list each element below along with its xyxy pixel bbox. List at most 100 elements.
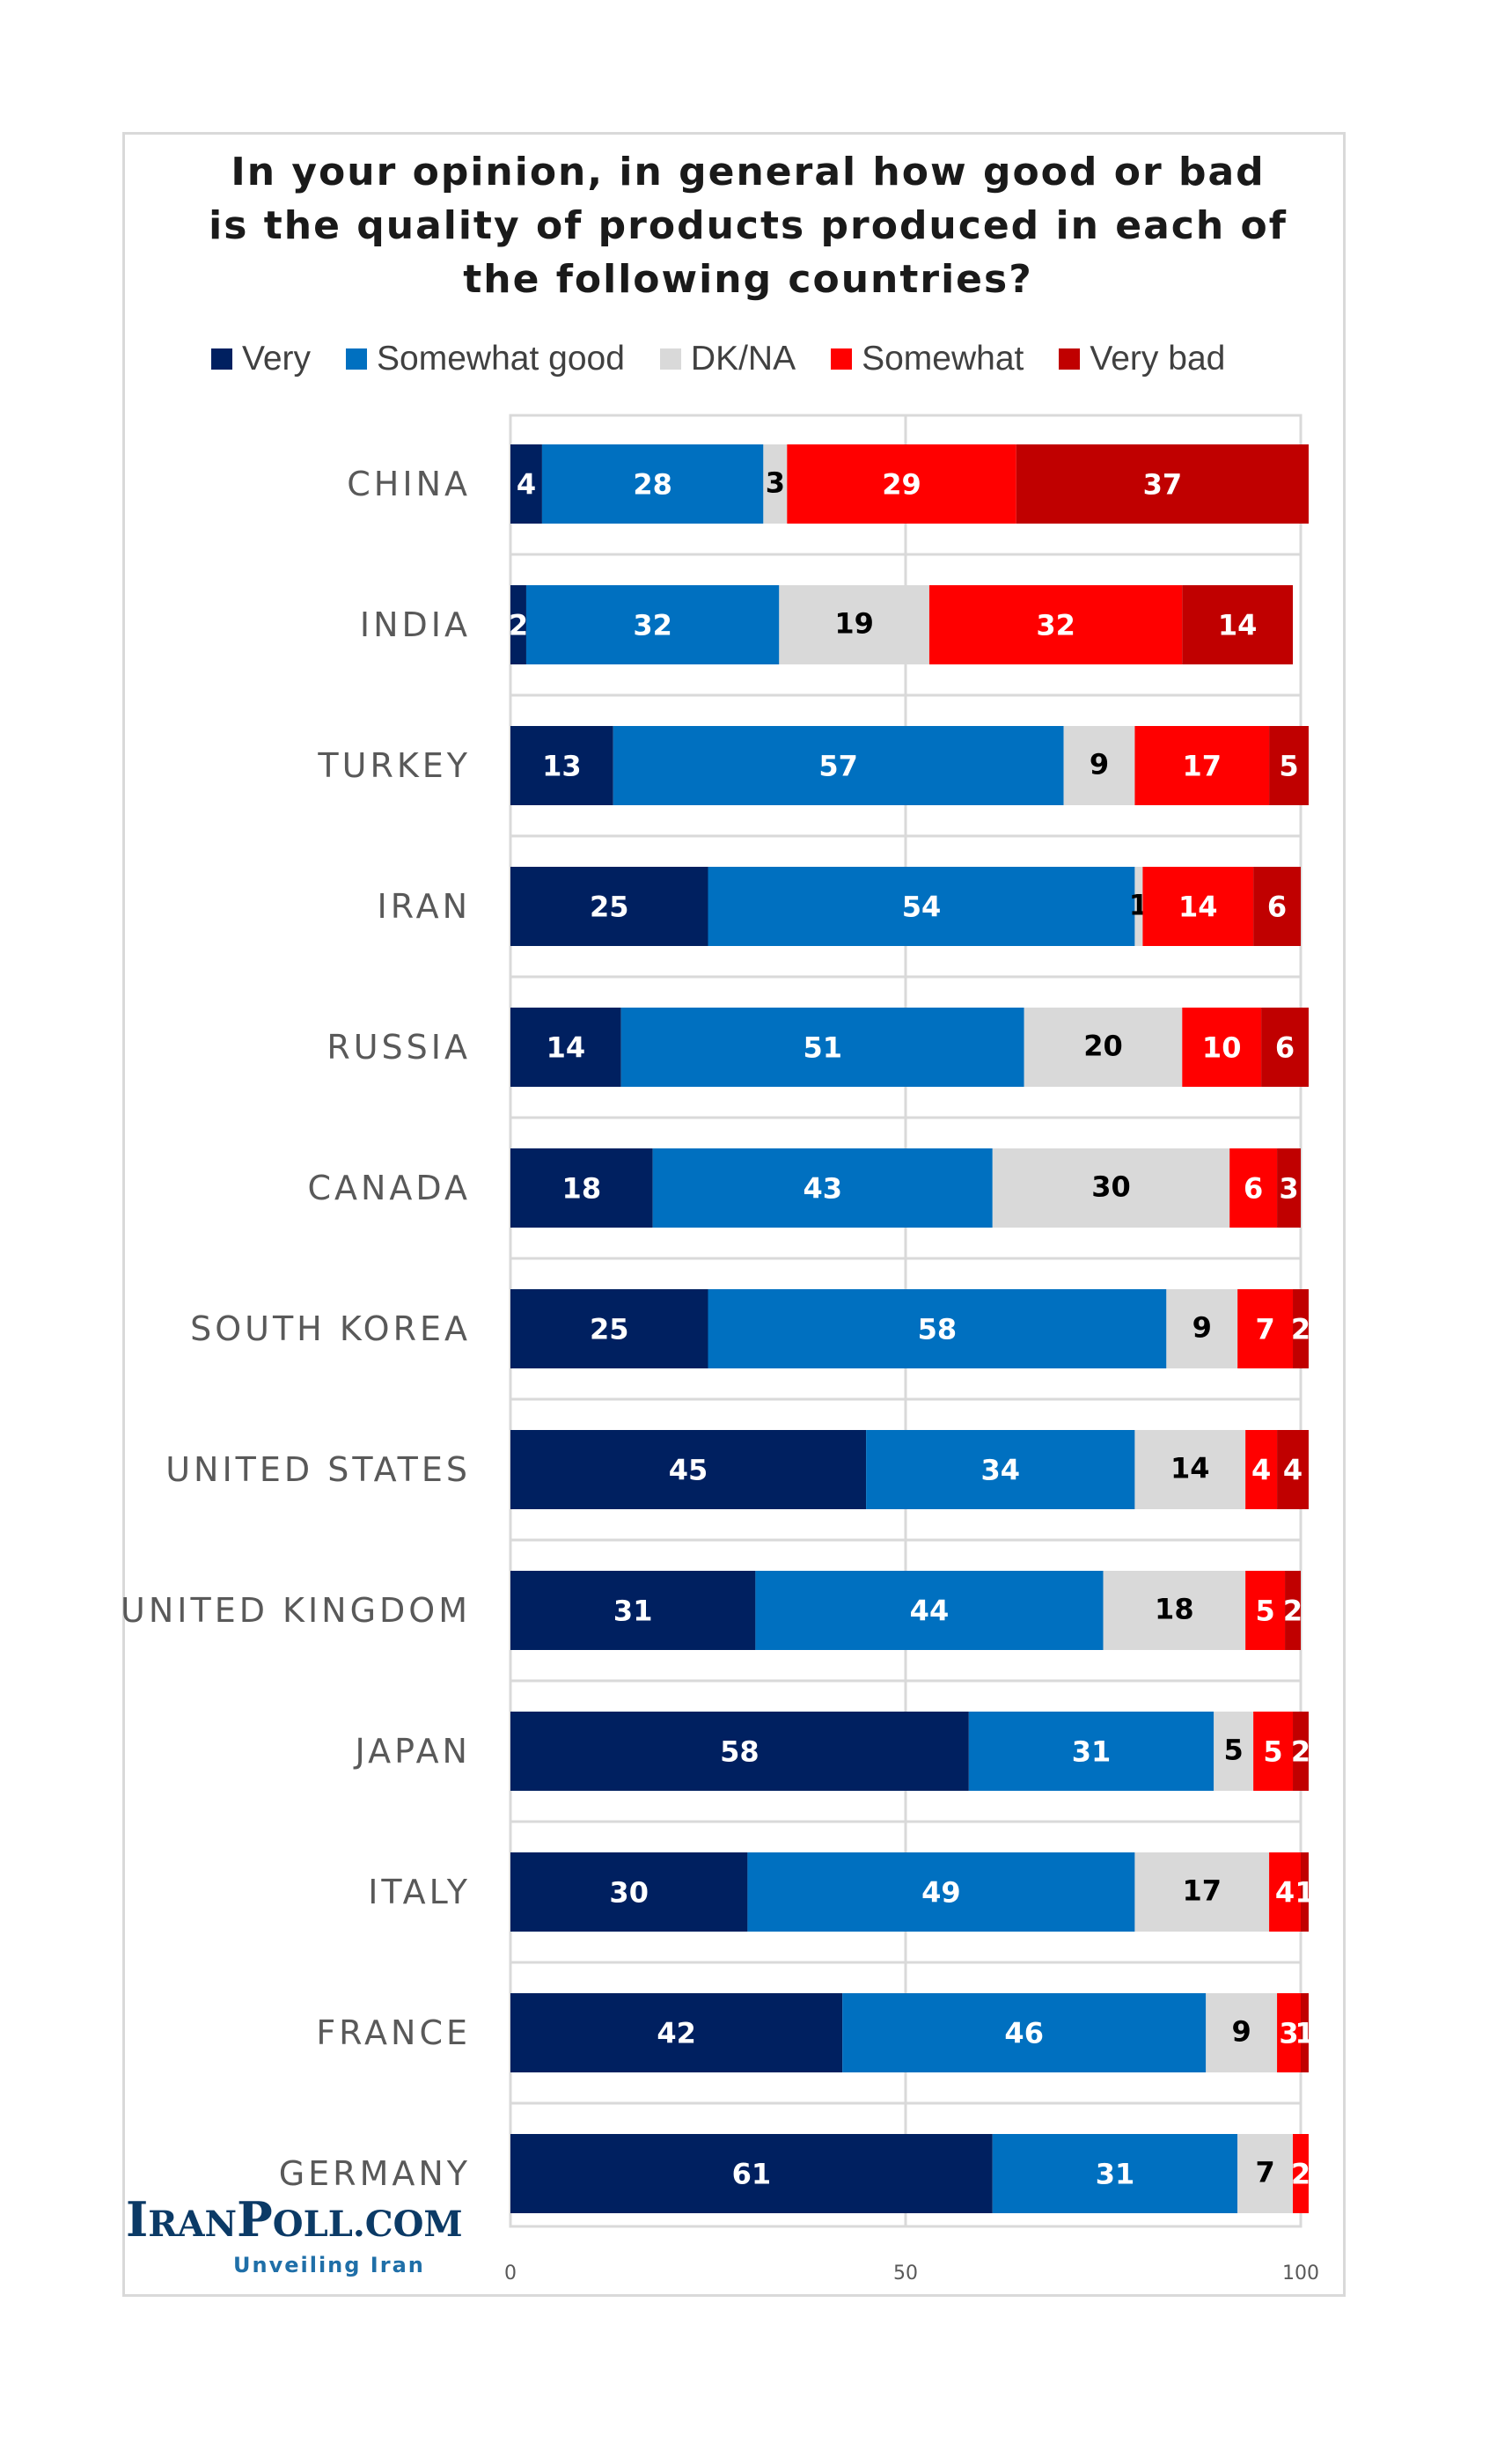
bar-segment (510, 726, 613, 805)
legend-item: Somewhat (831, 340, 1024, 378)
bar-segment (1134, 1430, 1246, 1509)
data-label: 7 (1255, 2156, 1274, 2189)
data-label: 29 (882, 468, 921, 502)
bar-segment (866, 1430, 1135, 1509)
category-label: GERMANY (279, 2154, 471, 2193)
bar-segment (1016, 444, 1309, 524)
chart-title: In your opinion, in general how good or … (209, 150, 1288, 302)
bar-segment (1293, 1289, 1309, 1368)
data-label: 14 (1218, 609, 1258, 642)
data-label: 32 (1036, 609, 1075, 642)
category-label: RUSSIA (327, 1028, 471, 1067)
data-label: 4 (517, 468, 536, 502)
data-label: 20 (1083, 1030, 1123, 1063)
data-label: 31 (1072, 1735, 1112, 1769)
bar-segment (510, 1289, 708, 1368)
bar-segment (510, 867, 708, 946)
data-label: 2 (1291, 2158, 1310, 2191)
data-label: 49 (921, 1876, 961, 1910)
data-label: 2 (1291, 1313, 1310, 1346)
legend-label: Somewhat good (377, 340, 625, 378)
category-label: SOUTH KOREA (190, 1309, 471, 1348)
bar-segment (787, 444, 1016, 524)
bar-segment (510, 1571, 756, 1650)
legend-swatch (1059, 348, 1081, 370)
logo-wordmark: IRANPOLL.COM (126, 2191, 463, 2248)
legend-item: Somewhat good (346, 340, 625, 378)
legend-item: Very (211, 340, 311, 378)
data-label: 42 (657, 2017, 696, 2050)
data-label: 9 (1232, 2015, 1251, 2049)
bar-segment (747, 1852, 1135, 1932)
data-label: 3 (1279, 2017, 1298, 2050)
bar-segment (1182, 1008, 1262, 1087)
bar-segment (510, 444, 542, 524)
bar-segment (1253, 867, 1301, 946)
bar-segment (1285, 1571, 1301, 1650)
data-label: 14 (1170, 1452, 1210, 1485)
legend-label: Somewhat (862, 340, 1024, 378)
data-label: 1 (1295, 1876, 1314, 1910)
bar-segment (1253, 1712, 1294, 1791)
legend-swatch (346, 348, 368, 370)
x-tick-label: 100 (1282, 2262, 1319, 2284)
bar-segment (1245, 1571, 1286, 1650)
bar-segment (763, 444, 788, 524)
legend-swatch (659, 348, 681, 370)
iranpoll-logo: IRANPOLL.COM Unveiling Iran (126, 2193, 513, 2281)
category-label: IRAN (378, 887, 472, 926)
legend-label: Very bad (1090, 340, 1226, 378)
bar-segment (525, 585, 780, 664)
bar-segment (1229, 1148, 1278, 1228)
bar-segment (708, 867, 1135, 946)
category-label: INDIA (360, 605, 471, 644)
category-label: CANADA (307, 1169, 471, 1207)
data-label: 25 (590, 891, 629, 924)
data-label: 2 (1291, 1735, 1310, 1769)
data-label: 18 (562, 1172, 602, 1206)
bar-segment (1301, 1852, 1309, 1932)
data-label: 18 (1155, 1593, 1194, 1626)
bar-segment (1293, 2134, 1309, 2213)
category-label: CHINA (347, 465, 471, 503)
data-label: 9 (1090, 748, 1109, 781)
bar-segment (1214, 1712, 1254, 1791)
bar-segment (968, 1712, 1214, 1791)
bar-segment (1063, 726, 1135, 805)
bar-segment (1245, 1430, 1278, 1509)
bar-segment (1182, 585, 1294, 664)
logo-tagline: Unveiling Iran (233, 2253, 425, 2277)
data-label: 4 (1275, 1876, 1295, 1910)
legend-item: Very bad (1059, 340, 1225, 378)
data-label: 9 (1192, 1311, 1212, 1345)
bar-segment (1293, 1712, 1309, 1791)
legend-swatch (211, 348, 232, 370)
data-label: 17 (1182, 1874, 1222, 1908)
data-label: 5 (1255, 1595, 1274, 1628)
x-tick-label: 50 (893, 2262, 918, 2284)
bar-segment (1103, 1571, 1246, 1650)
bar-segment (1237, 2134, 1294, 2213)
bar-segment (1142, 867, 1254, 946)
legend: Very Somewhat good DK/NA Somewhat Very bad (211, 333, 1355, 385)
bar-segment (755, 1571, 1104, 1650)
category-label: ITALY (368, 1873, 471, 1911)
bar-segment (652, 1148, 993, 1228)
data-label: 4 (1283, 1454, 1303, 1487)
bar-segment (1237, 1289, 1294, 1368)
bar-segment (1166, 1289, 1238, 1368)
data-label: 6 (1275, 1031, 1295, 1065)
data-label: 5 (1224, 1734, 1244, 1767)
data-label: 2 (509, 609, 528, 642)
data-label: 7 (1255, 1313, 1274, 1346)
data-label: 5 (1263, 1735, 1282, 1769)
bar-segment (510, 1852, 748, 1932)
bar-segment (510, 1993, 843, 2072)
bar-segment (510, 2134, 993, 2213)
bar-segment (1134, 726, 1270, 805)
data-label: 25 (590, 1313, 629, 1346)
data-label: 46 (1004, 2017, 1044, 2050)
data-label: 37 (1143, 468, 1183, 502)
bar-segment (1301, 1993, 1309, 2072)
data-label: 61 (732, 2158, 772, 2191)
